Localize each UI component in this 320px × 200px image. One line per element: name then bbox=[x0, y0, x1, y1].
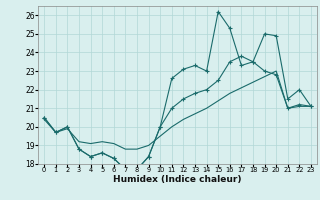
X-axis label: Humidex (Indice chaleur): Humidex (Indice chaleur) bbox=[113, 175, 242, 184]
